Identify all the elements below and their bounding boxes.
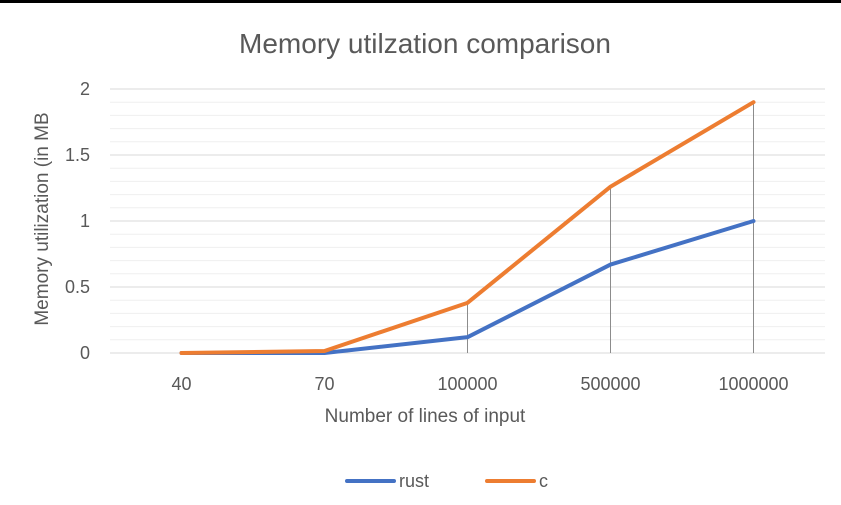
line-chart: Memory utilzation comparison 0 0.5 1 1.5 2 4… [32,28,825,491]
x-tick-label: 500000 [580,374,640,394]
y-tick-label: 0 [80,343,90,363]
chart-title: Memory utilzation comparison [239,28,611,59]
x-tick-label: 1000000 [718,374,788,394]
legend: rust c [345,471,548,491]
y-axis-label: Memory utilization (in MB [32,112,53,325]
y-tick-label: 1 [80,211,90,231]
x-axis-label: Number of lines of input [325,406,526,427]
legend-label-c: c [539,471,548,491]
y-tick-label: 0.5 [65,277,90,297]
gridlines [110,88,825,354]
y-tick-label: 2 [80,79,90,99]
x-tick-label: 100000 [437,374,497,394]
y-tick-label: 1.5 [65,145,90,165]
series-line-c [179,100,756,355]
x-tick-label: 40 [171,374,191,394]
drop-lines [467,102,754,353]
y-tick-labels: 0 0.5 1 1.5 2 [65,79,90,363]
x-tick-labels: 40 70 100000 500000 1000000 [171,374,788,394]
series-lines [179,100,756,355]
legend-label-rust: rust [399,471,429,491]
x-tick-label: 70 [314,374,334,394]
